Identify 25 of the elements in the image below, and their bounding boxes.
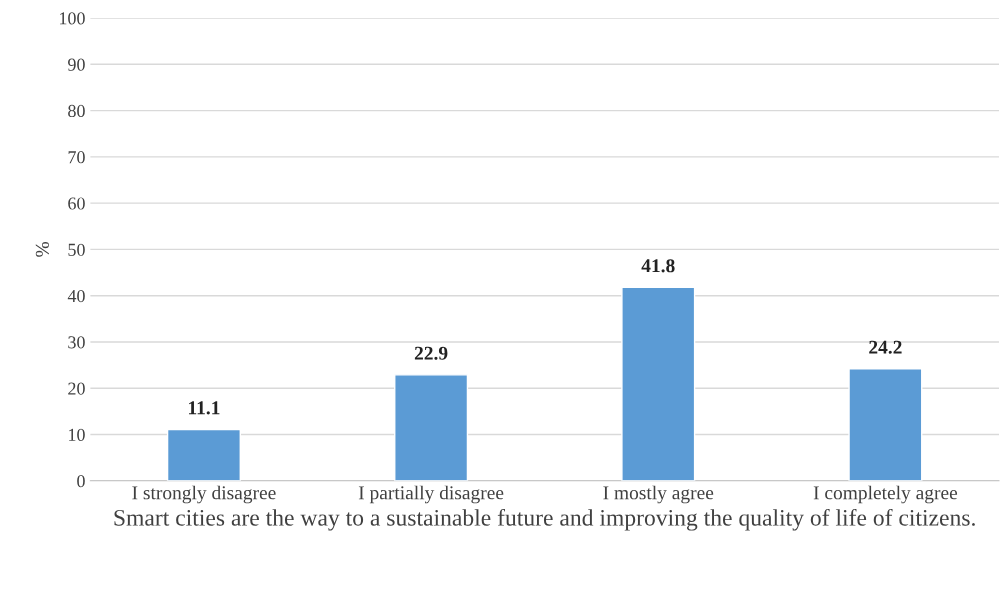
x-axis-title: Smart cities are the way to a sustainable future and improving the quality of life of citizens. xyxy=(114,508,975,531)
y-tick-label: 100 xyxy=(60,12,85,25)
y-tick-label: 50 xyxy=(68,243,85,256)
bar xyxy=(621,286,696,481)
y-axis-title: % xyxy=(35,241,49,257)
x-tick-label: I partially disagree xyxy=(358,485,504,504)
y-tick-label: 30 xyxy=(68,336,85,349)
data-label: 41.8 xyxy=(641,259,675,273)
x-tick-label: I strongly disagree xyxy=(132,485,276,504)
y-tick-label: 10 xyxy=(69,428,85,441)
y-tick-label: 90 xyxy=(68,58,85,71)
y-tick-label: 20 xyxy=(68,382,85,395)
bar xyxy=(166,428,241,481)
y-tick-label: 80 xyxy=(68,104,85,118)
x-tick-label: I mostly agree xyxy=(603,485,714,504)
y-tick-label: 0 xyxy=(77,475,85,488)
data-label: 24.2 xyxy=(869,340,902,354)
data-label: 22.9 xyxy=(414,346,448,360)
bar xyxy=(848,368,923,481)
y-tick-label: 70 xyxy=(68,151,85,164)
bar xyxy=(394,374,469,481)
y-tick-label: 40 xyxy=(67,289,85,303)
y-tick-label: 60 xyxy=(68,197,85,210)
data-label: 11.1 xyxy=(189,401,220,415)
x-tick-label: I completely agree xyxy=(813,485,958,504)
